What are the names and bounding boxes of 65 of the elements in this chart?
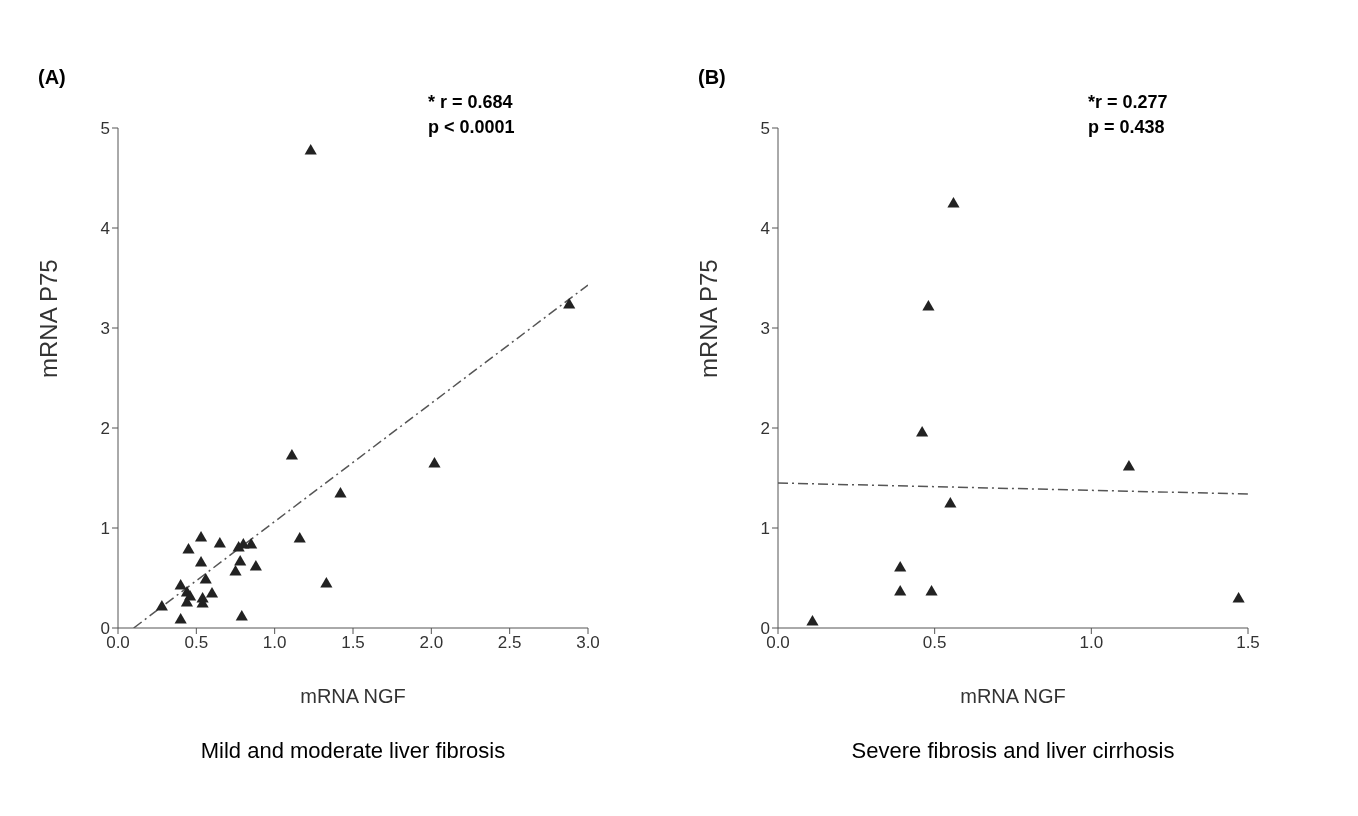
point [174, 578, 187, 590]
point [916, 425, 929, 437]
y-tick-label: 5 [100, 119, 110, 139]
point [320, 576, 333, 588]
x-tick-label: 1.0 [1079, 633, 1104, 653]
x-axis-title: mRNA NGF [960, 685, 1066, 707]
point [194, 530, 208, 542]
y-tick-label: 5 [760, 119, 770, 139]
point [1122, 459, 1136, 471]
point [925, 584, 938, 596]
y-tick-label: 3 [100, 319, 110, 339]
y-tick-label: 4 [760, 219, 770, 239]
point [182, 542, 195, 554]
y-tick-label: 2 [760, 419, 770, 439]
point [563, 297, 576, 309]
point [944, 496, 957, 508]
point [947, 196, 960, 208]
annotation: p = 0.438 [1088, 116, 1166, 139]
point [806, 614, 819, 626]
point [894, 584, 907, 596]
x-tick-label: 1.5 [341, 633, 365, 653]
x-tick-label: 1.0 [262, 633, 287, 653]
text: * r = 0.684 [428, 91, 514, 114]
x-tick-label: 0.0 [106, 633, 130, 653]
point [205, 586, 219, 598]
point [334, 486, 347, 498]
x-tick-label: 0.5 [184, 633, 209, 653]
y-tick-label: 4 [100, 219, 110, 239]
point [199, 572, 212, 584]
point [180, 595, 194, 607]
point [194, 555, 208, 567]
y-tick-label: 3 [760, 319, 770, 339]
point [155, 599, 168, 611]
x-tick-label: 1.5 [1236, 633, 1260, 653]
point [894, 560, 907, 572]
point [293, 531, 306, 543]
point [304, 143, 317, 155]
point [922, 299, 935, 311]
y-axis-title: mRNA P75 [34, 259, 62, 378]
point [229, 564, 242, 576]
point [1232, 591, 1245, 603]
point [245, 537, 258, 549]
point [234, 554, 247, 566]
y-tick-label: 1 [760, 519, 770, 539]
y-axis-title: mRNA P75 [694, 259, 722, 378]
chart-title: (B) [698, 66, 726, 89]
x-tick-label: 3.0 [576, 633, 600, 653]
x-axis-title: mRNA NGF [300, 685, 406, 707]
point [249, 559, 262, 571]
annotation: p < 0.0001 [428, 116, 515, 139]
x-tick-label: 2.0 [419, 633, 444, 653]
y-tick-label: 2 [100, 419, 110, 439]
point [428, 456, 441, 468]
point [235, 609, 248, 621]
point [213, 536, 226, 548]
y-tick-label: 1 [100, 519, 110, 539]
text: Severe fibrosis and liver cirrhosis [850, 738, 1176, 764]
point [285, 448, 298, 460]
x-tick-label: 2.5 [497, 633, 522, 653]
text: *r = 0.277 [1088, 91, 1168, 114]
x-tick-label: 0.5 [922, 633, 947, 653]
point [174, 612, 187, 624]
x-tick-label: 0.0 [766, 633, 790, 653]
chart-title: (A) [38, 66, 66, 89]
text: Mild and moderate liver fibrosis [199, 738, 507, 764]
